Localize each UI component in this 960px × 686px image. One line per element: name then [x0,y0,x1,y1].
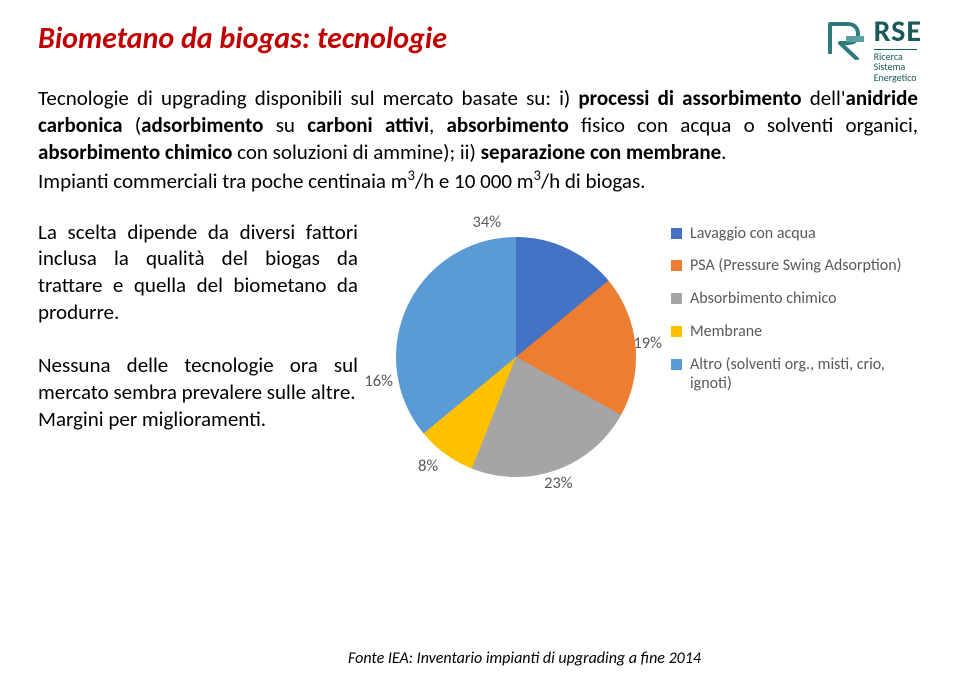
legend-swatch [671,228,682,239]
legend-swatch [671,359,682,370]
legend-label: PSA (Pressure Swing Adsorption) [690,257,901,276]
left-column: La scelta dipende da diversi fattori inc… [38,219,358,433]
pie-label-0: 34% [473,212,502,232]
paragraph-1: La scelta dipende da diversi fattori inc… [38,219,358,327]
pie-label-2: 23% [544,473,573,493]
pie-label-1: 19% [633,333,662,353]
legend-swatch [671,326,682,337]
legend-item-3: Membrane [671,323,916,342]
chart-legend: Lavaggio con acqua PSA (Pressure Swing Ad… [671,225,916,394]
legend-label: Lavaggio con acqua [690,225,816,244]
pie-label-4: 16% [364,371,393,391]
legend-label: Membrane [690,323,762,342]
logo-row: RSE Ricerca Sistema Energetico [762,18,922,83]
legend-swatch [671,260,682,271]
logo-sub: Ricerca Sistema Energetico [874,49,917,84]
logo: RSE Ricerca Sistema Energetico [762,18,922,82]
chart-source: Fonte IEA: Inventario impianti di upgrad… [348,649,701,668]
logo-main: RSE [874,18,922,47]
slide: Biometano da biogas: tecnologie RSE Rice… [0,0,960,686]
content-row: La scelta dipende da diversi fattori inc… [38,219,922,539]
chart-area: 34%19%23%8%16% Lavaggio con acqua PSA (Pr… [386,219,922,539]
legend-swatch [671,293,682,304]
legend-item-0: Lavaggio con acqua [671,225,916,244]
legend-item-2: Absorbimento chimico [671,290,916,309]
legend-label: Absorbimento chimico [690,290,837,309]
legend-item-1: PSA (Pressure Swing Adsorption) [671,257,916,276]
pie-label-3: 8% [418,456,438,476]
rse-logo-icon [824,18,866,60]
legend-label: Altro (solventi org., misti, crio, ignot… [690,356,916,394]
intro-paragraph: Tecnologie di upgrading disponibili sul … [38,85,918,195]
paragraph-2: Nessuna delle tecnologie ora sul mercato… [38,352,358,433]
pie-wrap: 34%19%23%8%16% [386,227,651,487]
legend-item-4: Altro (solventi org., misti, crio, ignot… [671,356,916,394]
pie-chart [396,237,636,477]
logo-text: RSE Ricerca Sistema Energetico [874,18,922,83]
